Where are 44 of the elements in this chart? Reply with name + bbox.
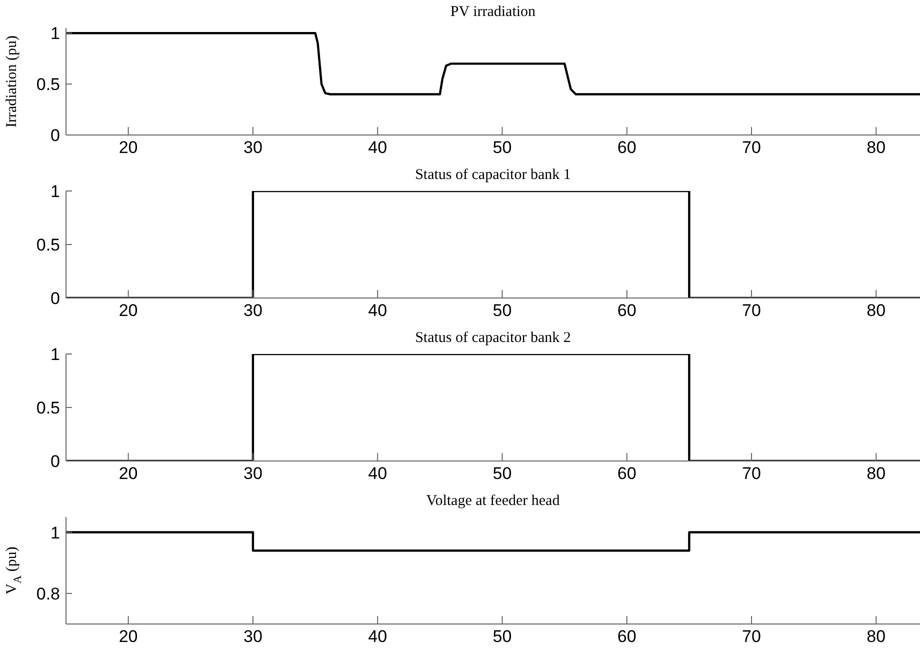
x-tick-label: 40	[368, 627, 388, 646]
x-tick-label: 80	[866, 301, 886, 320]
y-tick-label: 0.8	[36, 584, 60, 604]
y-tick-label: 0	[50, 126, 60, 146]
x-tick-label: 50	[492, 464, 512, 484]
x-tick-label: 20	[118, 464, 138, 484]
y-tick-label: 0.5	[36, 75, 60, 94]
x-tick-label: 40	[368, 138, 388, 158]
x-tick-label: 80	[866, 138, 886, 158]
x-tick-label: 30	[243, 627, 262, 646]
x-tick-label: 40	[368, 464, 388, 484]
y-tick-label: 1	[50, 24, 60, 44]
x-tick-label: 30	[243, 301, 262, 320]
y-tick-label: 0	[50, 452, 60, 472]
x-tick-label: 80	[866, 464, 886, 484]
chart-title: PV irradiation	[449, 4, 537, 21]
y-tick-label: 0.5	[36, 398, 60, 418]
y-tick-label: 0	[50, 289, 60, 308]
y-tick-label: 1	[50, 345, 60, 364]
x-tick-label: 50	[492, 138, 512, 158]
y-axis-title: Irradiation (pu)	[4, 35, 20, 128]
x-tick-label: 20	[118, 301, 138, 320]
x-tick-label: 60	[617, 464, 636, 484]
x-tick-label: 50	[492, 627, 512, 646]
x-tick-label: 60	[617, 301, 636, 320]
x-tick-label: 20	[118, 627, 138, 646]
y-tick-label: 1	[50, 523, 60, 542]
x-tick-label: 30	[243, 138, 262, 158]
x-tick-label: 70	[742, 464, 761, 484]
x-tick-label: 80	[866, 627, 886, 646]
x-tick-label: 60	[617, 138, 636, 158]
x-tick-label: 20	[118, 138, 138, 158]
chart-title: Status of capacitor bank 1	[414, 167, 572, 184]
x-tick-label: 70	[742, 138, 761, 158]
chart-title: Status of capacitor bank 2	[414, 330, 572, 347]
x-tick-label: 30	[243, 464, 262, 484]
x-tick-label: 60	[617, 627, 636, 646]
x-tick-label: 40	[368, 301, 388, 320]
y-tick-label: 1	[50, 182, 60, 202]
x-tick-label: 70	[742, 301, 761, 320]
x-tick-label: 70	[742, 627, 761, 646]
y-tick-label: 0.5	[36, 236, 60, 255]
x-tick-label: 50	[492, 301, 512, 320]
chart-title: Voltage at feeder head	[425, 493, 561, 510]
